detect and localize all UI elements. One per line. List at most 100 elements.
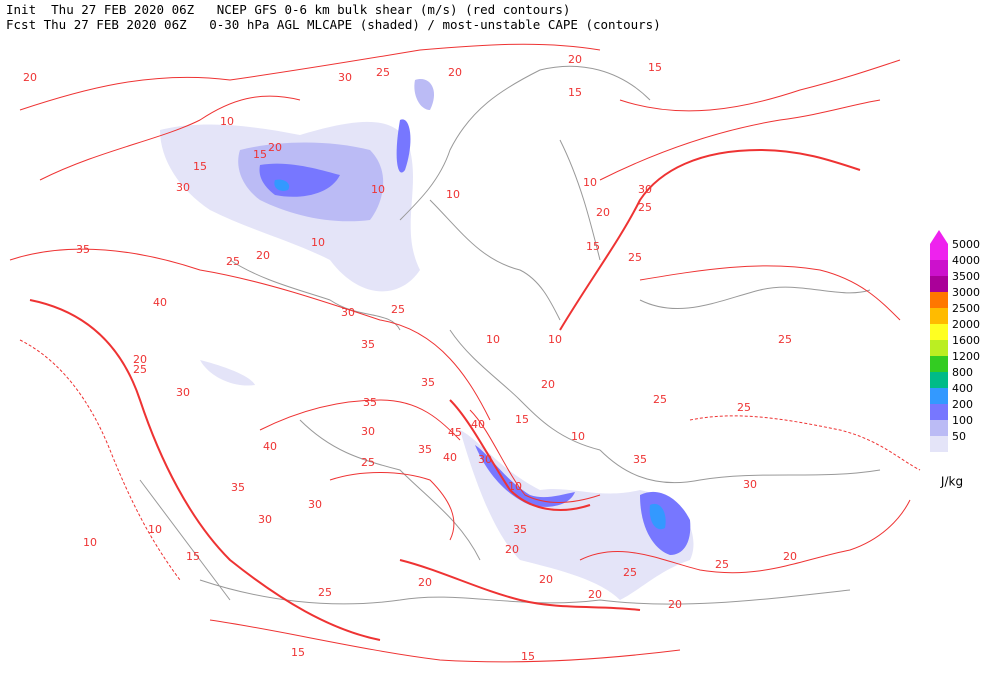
contour-label: 30 (361, 425, 375, 438)
legend-swatch (930, 388, 948, 404)
legend-label: 2000 (952, 318, 980, 331)
legend-label: 50 (952, 430, 966, 443)
contour-label: 10 (486, 333, 500, 346)
contour-label: 25 (628, 251, 642, 264)
cape-area (649, 503, 666, 530)
contour-label: 30 (176, 181, 190, 194)
legend-unit: J/kg (940, 475, 963, 489)
contour-label: 15 (568, 86, 582, 99)
contour-label: 35 (418, 443, 432, 456)
contour-label: 20 (133, 353, 147, 366)
legend-label: 3500 (952, 270, 980, 283)
contour-label: 35 (361, 338, 375, 351)
legend-arrow (930, 230, 948, 244)
cape-area (460, 430, 694, 600)
contour-label: 30 (338, 71, 352, 84)
contour-label: 30 (258, 513, 272, 526)
legend-swatch (930, 308, 948, 324)
contour-label: 25 (318, 586, 332, 599)
header-line: Init Thu 27 FEB 2020 06Z NCEP GFS 0-6 km… (6, 2, 571, 17)
contour-label: 35 (76, 243, 90, 256)
cape-shading (160, 79, 694, 600)
contour-label: 15 (193, 160, 207, 173)
contour-label: 15 (586, 240, 600, 253)
contour-label: 40 (471, 418, 485, 431)
legend-label: 2500 (952, 302, 980, 315)
contour-label: 10 (548, 333, 562, 346)
contour-label: 20 (539, 573, 553, 586)
contour-label: 25 (778, 333, 792, 346)
contour-label: 10 (220, 115, 234, 128)
cape-area (414, 79, 435, 110)
legend-swatch (930, 292, 948, 308)
legend-swatch (930, 244, 948, 260)
legend-swatch (930, 276, 948, 292)
contour-label: 25 (623, 566, 637, 579)
contour-label: 10 (311, 236, 325, 249)
contour-label: 30 (638, 183, 652, 196)
contour-label: 45 (448, 426, 462, 439)
header-line: Fcst Thu 27 FEB 2020 06Z 0-30 hPa AGL ML… (6, 17, 661, 32)
contour-label: 20 (596, 206, 610, 219)
contour-label: 25 (361, 456, 375, 469)
contour-label: 20 (448, 66, 462, 79)
shear-contours (9, 43, 921, 663)
legend-label: 1200 (952, 350, 980, 363)
contour-label: 10 (83, 536, 97, 549)
contour-label: 35 (633, 453, 647, 466)
contour-label: 15 (291, 646, 305, 659)
contour-label: 20 (268, 141, 282, 154)
contour-label: 10 (583, 176, 597, 189)
contour-label: 30 (341, 306, 355, 319)
contour-label: 25 (391, 303, 405, 316)
contour-label: 40 (443, 451, 457, 464)
cape-area (274, 179, 290, 191)
contour-label: 10 (446, 188, 460, 201)
contour-label: 15 (186, 550, 200, 563)
contour-label: 25 (737, 401, 751, 414)
contour-label: 30 (743, 478, 757, 491)
contour-label: 40 (153, 296, 167, 309)
cape-area (200, 360, 255, 386)
contour-label: 25 (653, 393, 667, 406)
legend-label: 3000 (952, 286, 980, 299)
coastlines (139, 65, 881, 605)
contour-label: 30 (176, 386, 190, 399)
cape-area (396, 119, 411, 173)
contour-label: 30 (478, 453, 492, 466)
contour-label: 25 (376, 66, 390, 79)
contour-label: 20 (541, 378, 555, 391)
contour-label: 25 (226, 255, 240, 268)
contour-label: 20 (418, 576, 432, 589)
contour-label: 20 (568, 53, 582, 66)
contour-label: 25 (715, 558, 729, 571)
contour-label: 10 (571, 430, 585, 443)
contour-label: 20 (588, 588, 602, 601)
legend-label: 4000 (952, 254, 980, 267)
contour-label: 20 (783, 550, 797, 563)
contour-label: 15 (521, 650, 535, 663)
contour-label: 10 (148, 523, 162, 536)
legend-swatch (930, 420, 948, 436)
contour-label: 35 (421, 376, 435, 389)
legend-swatch (930, 372, 948, 388)
contour-label: 15 (253, 148, 267, 161)
contour-label: 15 (648, 61, 662, 74)
contour-label: 30 (308, 498, 322, 511)
legend-label: 100 (952, 414, 973, 427)
contour-label: 40 (263, 440, 277, 453)
contour-label: 20 (668, 598, 682, 611)
legend-swatch (930, 324, 948, 340)
legend-label: 5000 (952, 238, 980, 251)
legend-swatch (930, 404, 948, 420)
contour-label: 25 (638, 201, 652, 214)
contour-label: 25 (133, 363, 147, 376)
contour-label: 15 (515, 413, 529, 426)
legend-label: 200 (952, 398, 973, 411)
legend: 5000 4000 3500 3000 2500 2000 1600 1200 800 400 20… (930, 230, 980, 489)
contour-label: 20 (505, 543, 519, 556)
contour-label: 35 (231, 481, 245, 494)
